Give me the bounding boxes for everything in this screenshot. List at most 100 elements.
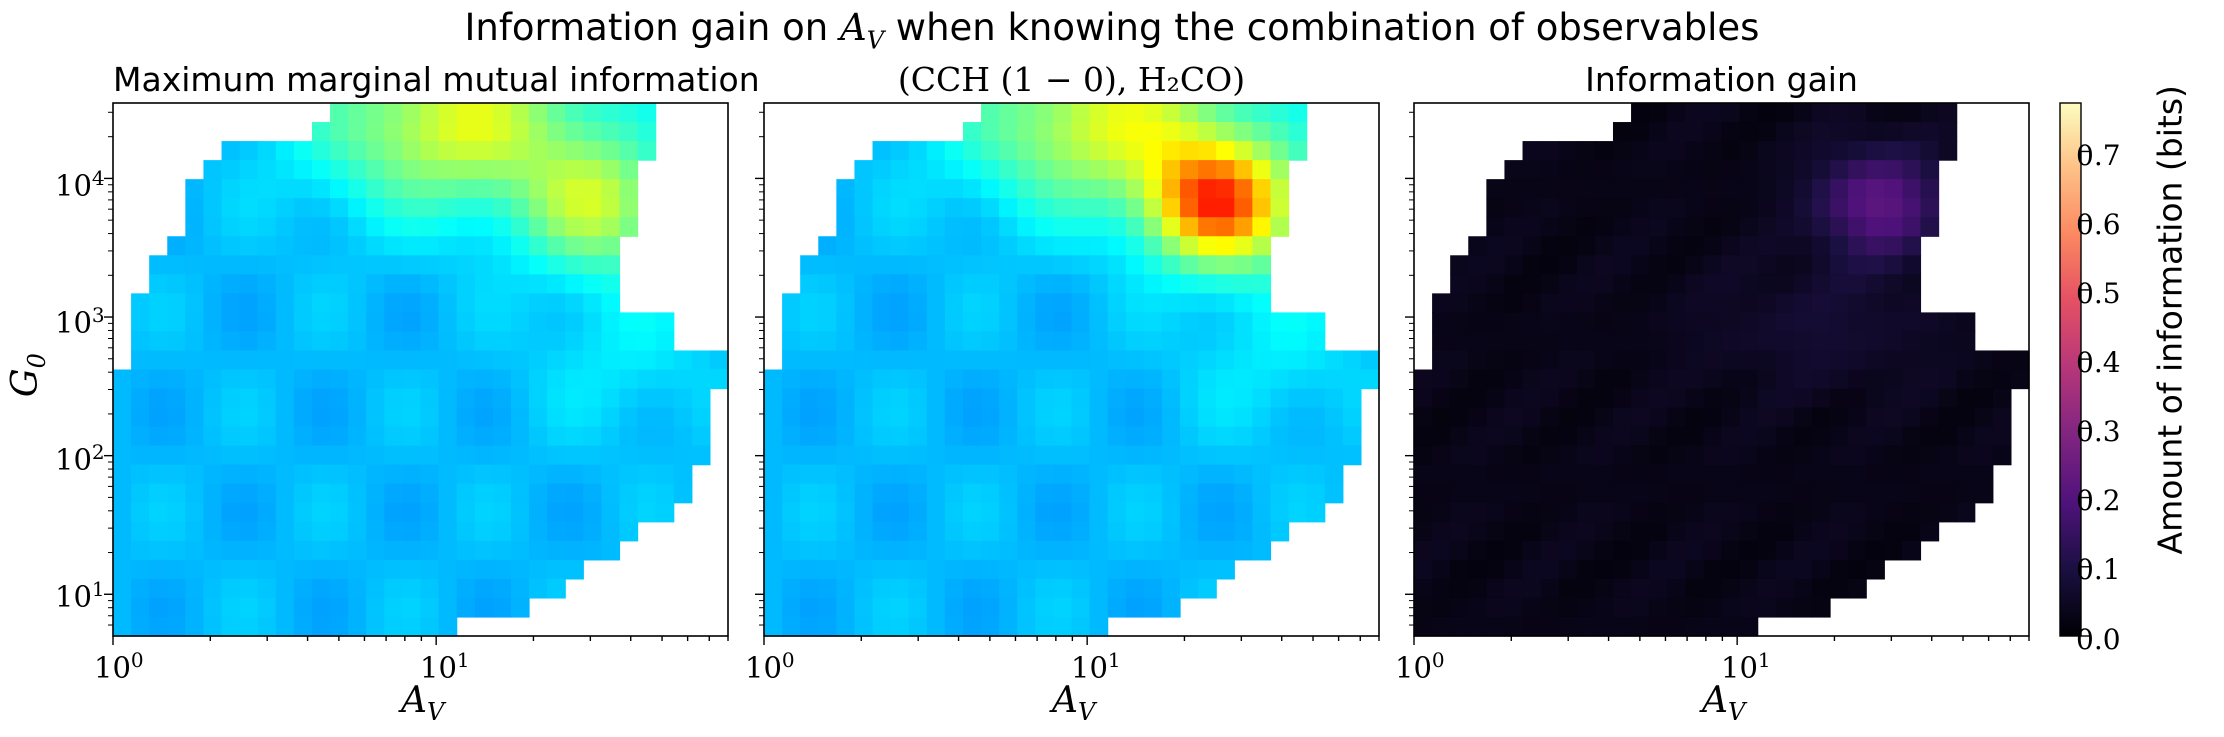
heatmap-cell xyxy=(348,578,367,599)
heatmap-cell xyxy=(944,274,964,294)
heatmap-cell xyxy=(601,293,621,313)
heatmap-cell xyxy=(1252,350,1272,371)
heatmap-cell xyxy=(1920,103,1940,123)
heatmap-cell xyxy=(1884,293,1903,313)
heatmap-cell xyxy=(782,350,801,371)
heatmap-cell xyxy=(800,578,819,599)
heatmap-cell xyxy=(438,597,458,618)
heatmap-cell xyxy=(547,426,566,447)
heatmap-cell xyxy=(1522,293,1542,313)
heatmap-cell xyxy=(1089,483,1109,504)
heatmap-cell xyxy=(438,141,458,161)
heatmap-cell xyxy=(583,388,602,409)
heatmap-cell xyxy=(1468,521,1487,542)
heatmap-cell xyxy=(1143,141,1163,161)
heatmap-cell xyxy=(1703,198,1723,218)
heatmap-cell xyxy=(1143,331,1163,352)
heatmap-cell xyxy=(908,217,928,237)
heatmap-cell xyxy=(384,312,404,333)
heatmap-cell xyxy=(275,350,295,371)
heatmap-cell xyxy=(1486,559,1506,580)
heatmap-cell xyxy=(1902,103,1922,123)
heatmap-cell xyxy=(510,217,530,237)
heatmap-cell xyxy=(764,445,783,466)
heatmap-cell xyxy=(854,160,874,180)
heatmap-cell xyxy=(1450,369,1469,390)
heatmap-cell xyxy=(1486,236,1506,256)
heatmap-cell xyxy=(1504,160,1524,180)
heatmap-cell xyxy=(529,578,548,599)
heatmap-cell xyxy=(113,426,132,447)
heatmap-cell xyxy=(981,122,1000,142)
heatmap-cell xyxy=(1180,236,1199,256)
heatmap-cell xyxy=(420,464,440,485)
heatmap-cell xyxy=(1631,578,1650,599)
heatmap-cell xyxy=(293,578,313,599)
heatmap-cell xyxy=(1739,407,1759,428)
heatmap-cell xyxy=(1143,312,1163,333)
heatmap-cell xyxy=(1902,274,1922,294)
heatmap-cell xyxy=(474,521,494,542)
heatmap-cell xyxy=(1667,426,1686,447)
heatmap-cell xyxy=(1721,217,1741,237)
heatmap-cell xyxy=(275,445,295,466)
heatmap-cell xyxy=(1125,160,1145,180)
heatmap-cell xyxy=(384,293,404,313)
heatmap-cell xyxy=(1667,312,1686,333)
heatmap-cell xyxy=(800,521,819,542)
heatmap-cell xyxy=(962,559,982,580)
heatmap-cell xyxy=(529,445,548,466)
heatmap-panel-1 xyxy=(113,103,729,637)
heatmap-cell xyxy=(1667,597,1686,618)
heatmap-cell xyxy=(1270,426,1290,447)
heatmap-cell xyxy=(1198,217,1217,237)
heatmap-cell xyxy=(131,464,150,485)
heatmap-cell xyxy=(257,369,277,390)
heatmap-cell xyxy=(1703,369,1723,390)
heatmap-cell xyxy=(1576,616,1596,637)
heatmap-cell xyxy=(1540,255,1560,275)
heatmap-cell xyxy=(583,445,602,466)
heatmap-cell xyxy=(1252,236,1272,256)
heatmap-cell xyxy=(221,274,241,294)
heatmap-cell xyxy=(1161,331,1181,352)
heatmap-cell xyxy=(1594,578,1614,599)
panel-1-title: Maximum marginal mutual information xyxy=(113,60,760,99)
heatmap-cell xyxy=(1775,274,1795,294)
heatmap-cell xyxy=(1775,179,1795,199)
heatmap-cell xyxy=(1938,502,1958,523)
heatmap-cell xyxy=(257,350,277,371)
heatmap-cell xyxy=(1612,407,1632,428)
heatmap-cell xyxy=(1017,255,1036,275)
heatmap-cell xyxy=(583,426,602,447)
heatmap-cell xyxy=(167,407,186,428)
heatmap-cell xyxy=(872,350,892,371)
heatmap-cell xyxy=(1252,331,1272,352)
heatmap-cell xyxy=(1053,464,1073,485)
heatmap-cell xyxy=(1522,217,1542,237)
heatmap-cell xyxy=(619,483,639,504)
heatmap-cell xyxy=(890,236,910,256)
heatmap-cell xyxy=(1992,407,2012,428)
heatmap-cell xyxy=(836,255,856,275)
heatmap-cell xyxy=(1830,578,1849,599)
heatmap-cell xyxy=(601,198,621,218)
heatmap-cell xyxy=(1125,540,1145,561)
heatmap-cell xyxy=(1848,388,1867,409)
heatmap-cell xyxy=(456,407,476,428)
heatmap-cell xyxy=(275,312,295,333)
heatmap-cell xyxy=(275,179,295,199)
heatmap-cell xyxy=(311,255,331,275)
heatmap-cell xyxy=(438,160,458,180)
heatmap-cell xyxy=(1775,350,1795,371)
heatmap-cell xyxy=(1107,445,1127,466)
heatmap-cell xyxy=(1053,141,1073,161)
heatmap-cell xyxy=(1612,236,1632,256)
heatmap-cell xyxy=(529,502,548,523)
heatmap-cell xyxy=(330,179,349,199)
heatmap-cell xyxy=(1631,540,1650,561)
heatmap-cell xyxy=(1125,578,1145,599)
heatmap-cell xyxy=(1468,236,1487,256)
heatmap-cell xyxy=(1450,388,1469,409)
heatmap-cell xyxy=(402,198,422,218)
